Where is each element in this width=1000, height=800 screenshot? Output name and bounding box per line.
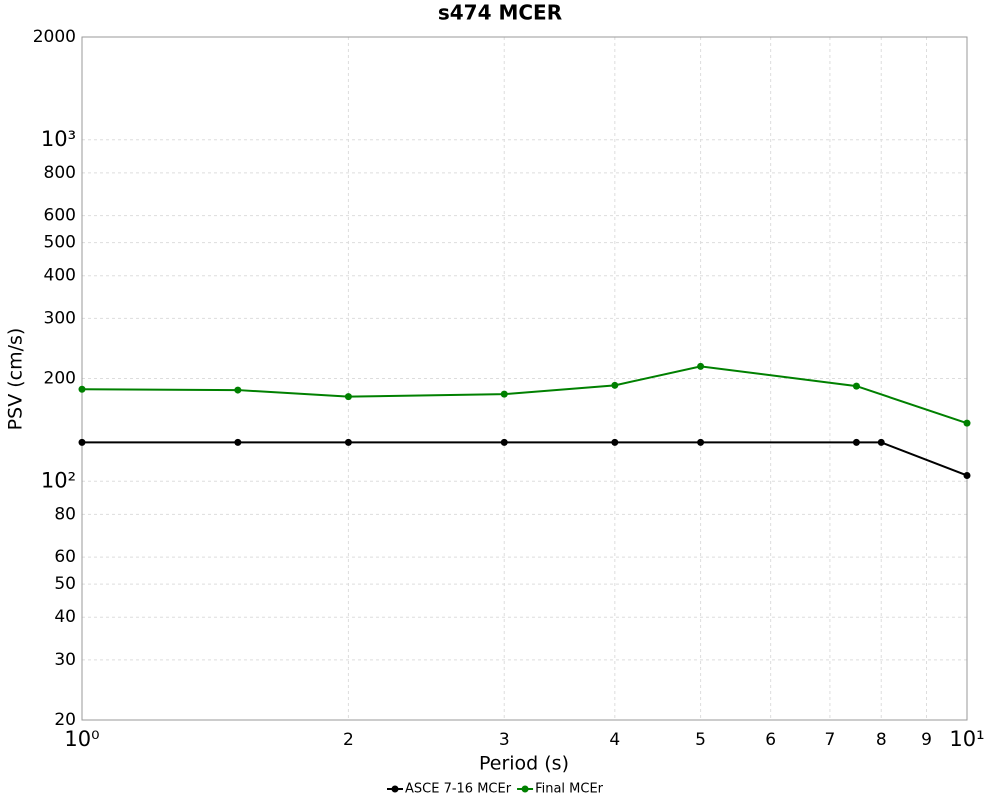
data-point xyxy=(611,438,619,446)
y-tick-label: 80 xyxy=(54,504,76,524)
x-tick-label: 4 xyxy=(609,730,620,750)
x-tick-label: 9 xyxy=(921,730,932,750)
x-tick-label: 10¹ xyxy=(949,727,984,751)
y-tick-label: 400 xyxy=(44,266,76,286)
y-axis-label: PSV (cm/s) xyxy=(5,328,27,431)
data-point xyxy=(500,438,508,446)
data-point xyxy=(697,362,705,370)
y-tick-label: 800 xyxy=(44,163,76,183)
data-point xyxy=(697,438,705,446)
y-tick-label: 10³ xyxy=(41,127,76,151)
data-point xyxy=(234,386,242,394)
x-tick-label: 2 xyxy=(343,730,354,750)
legend-marker xyxy=(391,785,399,793)
y-tick-label: 300 xyxy=(44,308,76,328)
x-tick-label: 5 xyxy=(695,730,706,750)
y-tick-label: 2000 xyxy=(33,27,76,47)
y-tick-label: 10² xyxy=(41,468,76,492)
data-point xyxy=(78,438,86,446)
series-line xyxy=(81,365,968,425)
data-point xyxy=(852,438,860,446)
data-point xyxy=(963,471,971,479)
y-tick-label: 200 xyxy=(44,369,76,389)
x-tick-label: 8 xyxy=(876,730,887,750)
legend-label: Final MCEr xyxy=(535,782,604,797)
series-line xyxy=(82,441,968,477)
y-tick-label: 20 xyxy=(54,710,76,730)
y-tick-label: 600 xyxy=(44,206,76,226)
x-tick-label: 10⁰ xyxy=(64,727,99,751)
legend-label: ASCE 7-16 MCEr xyxy=(405,782,512,797)
data-point xyxy=(852,382,860,390)
data-point xyxy=(344,438,352,446)
plot-frame xyxy=(81,36,968,721)
data-point xyxy=(344,393,352,401)
x-tick-label: 3 xyxy=(499,730,510,750)
data-point xyxy=(500,390,508,398)
x-axis-label: Period (s) xyxy=(479,753,569,775)
chart-title: s474 MCER xyxy=(438,1,562,25)
y-tick-label: 60 xyxy=(54,547,76,567)
y-tick-label: 50 xyxy=(54,574,76,594)
legend-marker xyxy=(521,785,529,793)
data-point xyxy=(611,381,619,389)
y-tick-label: 500 xyxy=(44,233,76,253)
x-tick-label: 7 xyxy=(824,730,835,750)
data-point xyxy=(963,419,971,427)
y-tick-label: 30 xyxy=(54,650,76,670)
x-tick-label: 6 xyxy=(765,730,776,750)
data-point xyxy=(78,385,86,393)
data-point xyxy=(877,438,885,446)
data-point xyxy=(234,438,242,446)
y-tick-label: 40 xyxy=(54,607,76,627)
